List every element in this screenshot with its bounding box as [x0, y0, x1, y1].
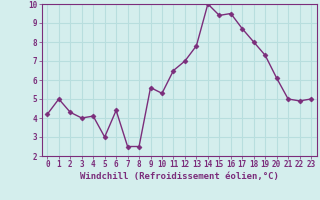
X-axis label: Windchill (Refroidissement éolien,°C): Windchill (Refroidissement éolien,°C) [80, 172, 279, 181]
